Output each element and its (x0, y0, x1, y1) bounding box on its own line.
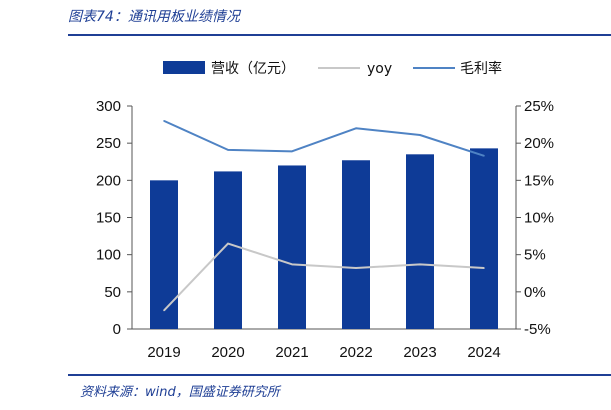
legend-label-revenue: 营收（亿元） (211, 61, 295, 77)
x-tick-label: 2024 (467, 344, 500, 361)
x-tick-label: 2020 (211, 344, 244, 361)
bar-2020 (214, 171, 242, 329)
left-tick-label: 50 (104, 284, 121, 301)
right-tick-label: -5% (524, 321, 551, 338)
series-point-yoy (227, 242, 229, 245)
left-tick-label: 300 (96, 98, 121, 115)
series-point-yoy (483, 267, 485, 269)
bar-2021 (278, 165, 306, 329)
right-tick-label: 25% (524, 98, 554, 115)
series-point-yoy (163, 309, 165, 312)
series-line-yoy (163, 242, 485, 312)
bar-2024 (470, 148, 498, 329)
right-tick-label: 5% (524, 247, 546, 264)
left-tick-label: 250 (96, 135, 121, 152)
bottom-rule (68, 374, 611, 376)
series-point-margin (291, 150, 293, 153)
bar-2022 (342, 160, 370, 329)
series-point-margin (483, 155, 485, 157)
series-point-yoy (419, 263, 421, 266)
left-tick-label: 0 (113, 321, 121, 338)
series-line-margin (163, 119, 485, 157)
series-point-margin (419, 134, 421, 136)
right-tick-label: 0% (524, 284, 546, 301)
bar-2023 (406, 154, 434, 329)
legend-swatch-revenue (163, 61, 205, 74)
source-note: 资料来源：wind，国盛证券研究所 (80, 385, 280, 400)
x-tick-label: 2021 (275, 344, 308, 361)
x-tick-label: 2019 (147, 344, 180, 361)
left-tick-label: 100 (96, 247, 121, 264)
left-tick-label: 150 (96, 210, 121, 227)
bar-2019 (150, 180, 178, 329)
right-tick-label: 10% (524, 210, 554, 227)
x-tick-label: 2023 (403, 344, 436, 361)
series-point-margin (355, 127, 357, 130)
series-point-yoy (355, 267, 357, 269)
right-tick-label: 20% (524, 135, 554, 152)
legend-label-yoy: yoy (367, 61, 392, 77)
top-rule (68, 34, 611, 36)
series-point-margin (163, 120, 165, 122)
right-tick-label: 15% (524, 172, 554, 189)
legend-label-margin: 毛利率 (460, 60, 502, 77)
series-point-margin (227, 149, 229, 151)
left-tick-label: 200 (96, 172, 121, 189)
x-tick-label: 2022 (339, 344, 372, 361)
chart-title: 图表74：通讯用板业绩情况 (68, 9, 240, 25)
series-point-yoy (291, 263, 293, 266)
